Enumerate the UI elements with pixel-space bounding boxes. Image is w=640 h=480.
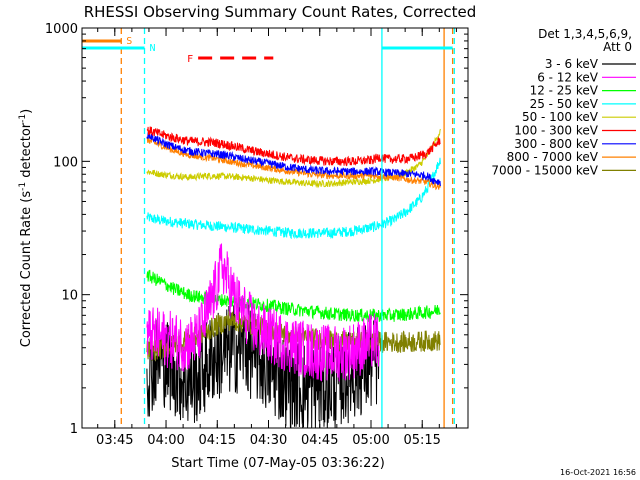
series-line: [146, 126, 441, 167]
chart-title: RHESSI Observing Summary Count Rates, Co…: [84, 3, 477, 21]
x-tick-label: 04:00: [147, 433, 184, 448]
y-axis: 1 10 100 1000: [45, 22, 468, 437]
legend-label: 6 - 12 keV: [537, 70, 599, 84]
legend-label: 300 - 800 keV: [514, 137, 598, 151]
legend-label: 50 - 100 keV: [522, 110, 599, 124]
legend-label: 3 - 6 keV: [545, 57, 599, 71]
x-tick-label: 05:00: [352, 433, 389, 448]
series-line: [146, 269, 441, 323]
flag-label: F: [187, 54, 193, 65]
legend-label: 100 - 300 keV: [514, 124, 598, 138]
series-layer: [146, 126, 441, 429]
flag-label: N: [150, 43, 156, 54]
x-tick-label: 03:45: [96, 433, 133, 448]
y-tick-label: 100: [53, 155, 78, 170]
series-line: [146, 128, 441, 189]
x-tick-label: 05:15: [403, 433, 440, 448]
series-line: [146, 243, 380, 382]
flag-layer: F S N: [82, 28, 455, 428]
x-tick-label: 04:15: [199, 433, 236, 448]
plot-frame: [81, 27, 469, 429]
y-tick-label: 1000: [45, 22, 78, 37]
x-tick-label: 04:45: [301, 433, 338, 448]
footer-timestamp: 16-Oct-2021 16:56: [560, 468, 636, 477]
series-line: [146, 157, 441, 240]
y-tick-label: 10: [61, 289, 78, 304]
x-axis: 03:45 04:00 04:15 04:30 04:45 05:00 05:15: [96, 28, 457, 448]
legend-header-1: Det 1,3,4,5,6,9,: [538, 27, 632, 41]
y-axis-label: Corrected Count Rate (s-1 detector-1): [18, 109, 34, 347]
y-tick-label: 1: [70, 422, 78, 437]
series-line: [146, 131, 441, 186]
legend-label: 7000 - 15000 keV: [491, 163, 598, 177]
x-tick-label: 04:30: [250, 433, 287, 448]
plot-area: F S N: [81, 27, 469, 429]
series-line: [146, 304, 380, 429]
flag-label: S: [126, 36, 132, 47]
x-axis-label: Start Time (07-May-05 03:36:22): [171, 456, 385, 471]
legend-header-2: Att 0: [603, 40, 632, 54]
legend-label: 12 - 25 keV: [530, 84, 599, 98]
legend-label: 800 - 7000 keV: [507, 150, 599, 164]
legend-label: 25 - 50 keV: [530, 97, 599, 111]
